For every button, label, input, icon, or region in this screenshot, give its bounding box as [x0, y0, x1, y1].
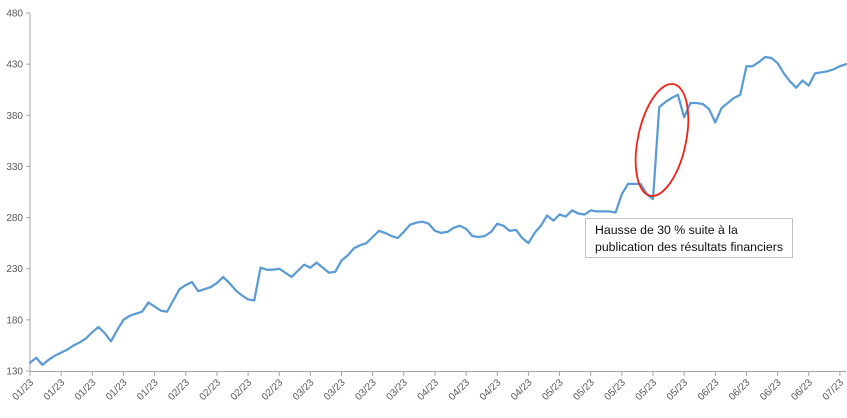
x-tick-label: 07/23 [821, 377, 847, 403]
x-tick-label: 01/23 [11, 377, 37, 403]
x-tick-label: 04/23 [478, 377, 504, 403]
x-tick-label: 01/23 [73, 377, 99, 403]
highlight-ellipse [634, 83, 690, 197]
x-tick-label: 04/23 [509, 377, 535, 403]
x-tick-label: 02/23 [229, 377, 255, 403]
y-tick-label: 480 [6, 9, 23, 20]
x-tick-label: 06/23 [696, 377, 722, 403]
x-tick-label: 02/23 [166, 377, 192, 403]
y-tick-label: 130 [6, 367, 23, 378]
x-tick-label: 02/23 [260, 377, 286, 403]
x-tick-label: 05/23 [571, 377, 597, 403]
x-tick-label: 05/23 [602, 377, 628, 403]
x-tick-label: 05/23 [540, 377, 566, 403]
x-tick-label: 03/23 [322, 377, 348, 403]
y-tick-label: 280 [6, 213, 23, 224]
annotation-callout: Hausse de 30 % suite à la publication de… [585, 218, 793, 258]
x-tick-label: 03/23 [291, 377, 317, 403]
x-tick-label: 01/23 [135, 377, 161, 403]
x-tick-label: 03/23 [353, 377, 379, 403]
y-tick-label: 330 [6, 162, 23, 173]
price-line [28, 55, 847, 366]
x-tick-label: 05/23 [665, 377, 691, 403]
x-tick-label: 06/23 [789, 377, 815, 403]
x-tick-label: 03/23 [384, 377, 410, 403]
y-tick-label: 430 [6, 60, 23, 71]
x-tick-label: 05/23 [634, 377, 660, 403]
y-tick-label: 180 [6, 315, 23, 326]
x-tick-label: 06/23 [727, 377, 753, 403]
x-tick-label: 01/23 [104, 377, 130, 403]
x-tick-label: 06/23 [758, 377, 784, 403]
y-tick-label: 380 [6, 111, 23, 122]
annotation-text-line-2: publication des résultats financiers [595, 239, 783, 254]
x-tick-label: 04/23 [416, 377, 442, 403]
x-tick-label: 04/23 [447, 377, 473, 403]
y-tick-label: 230 [6, 264, 23, 275]
x-tick-label: 01/23 [42, 377, 68, 403]
annotation-text-line-1: Hausse de 30 % suite à la [595, 223, 738, 237]
x-tick-label: 02/23 [198, 377, 224, 403]
